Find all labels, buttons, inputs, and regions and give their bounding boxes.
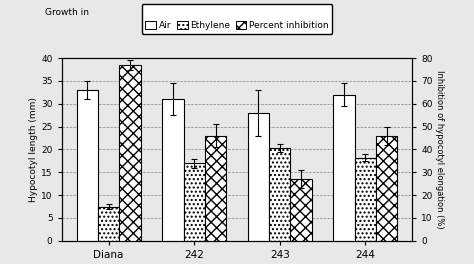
Bar [119, 65, 141, 241]
Legend: Air, Ethylene, Percent inhibition: Air, Ethylene, Percent inhibition [142, 4, 332, 34]
Bar [205, 136, 226, 241]
Bar [291, 179, 312, 241]
Bar [183, 163, 205, 241]
Bar [333, 95, 355, 241]
Y-axis label: Inhibition of hypocotyl elongation (%): Inhibition of hypocotyl elongation (%) [435, 70, 444, 229]
Bar [248, 113, 269, 241]
Bar [162, 99, 183, 241]
Bar [269, 148, 291, 241]
Bar [376, 136, 397, 241]
Bar [355, 158, 376, 241]
Bar [98, 206, 119, 241]
Y-axis label: Hypocotyl length (mm): Hypocotyl length (mm) [29, 97, 38, 202]
Bar [77, 90, 98, 241]
